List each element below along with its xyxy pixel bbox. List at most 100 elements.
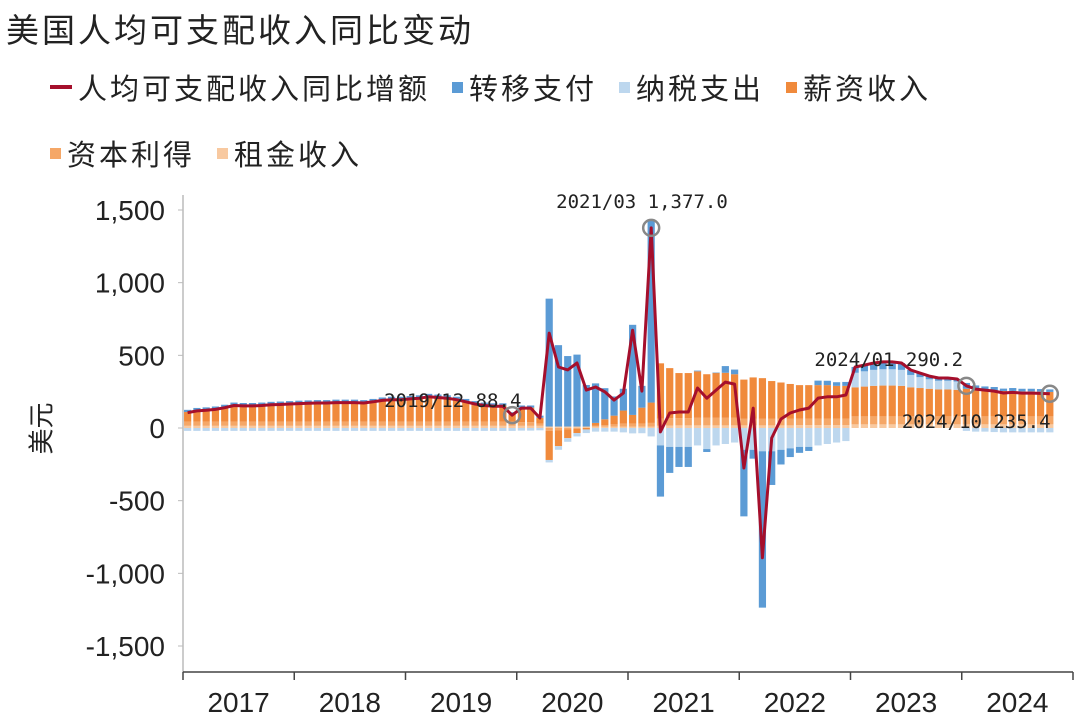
bar-capital xyxy=(480,421,488,426)
bar-wages xyxy=(786,383,794,419)
bar-tax xyxy=(276,428,284,431)
bar-rent xyxy=(768,425,776,428)
bar-capital xyxy=(350,421,359,426)
bar-tax xyxy=(202,428,210,431)
bar-tax xyxy=(629,428,637,434)
bar-capital xyxy=(545,428,553,431)
bar-wages xyxy=(406,398,414,422)
bar-wages xyxy=(360,402,368,422)
bar-tax xyxy=(1009,428,1017,433)
bar-tax xyxy=(619,428,627,433)
legend-swatch xyxy=(217,147,229,159)
bar-wages xyxy=(953,389,961,417)
bar-transfer xyxy=(202,407,210,410)
bar-rent xyxy=(221,425,229,428)
bar-transfer xyxy=(842,381,850,386)
bar-tax xyxy=(721,428,729,444)
bar-transfer xyxy=(248,403,257,406)
bar-capital xyxy=(406,421,414,426)
bar-transfer xyxy=(693,370,702,372)
bar-wages xyxy=(378,399,386,422)
bar-capital xyxy=(591,425,600,427)
bar-capital xyxy=(230,421,238,426)
bar-capital xyxy=(675,418,683,426)
bar-rent xyxy=(842,425,850,428)
bar-rent xyxy=(934,424,943,428)
bar-transfer xyxy=(582,384,590,427)
bar-transfer xyxy=(1027,388,1035,392)
bar-tax xyxy=(1036,428,1045,433)
bar-rent xyxy=(517,425,525,428)
bar-capital xyxy=(434,421,442,426)
bar-transfer xyxy=(656,445,665,497)
y-tick-label: -1,500 xyxy=(86,631,165,662)
bar-capital xyxy=(953,416,961,425)
bar-capital xyxy=(888,416,896,425)
bar-transfer xyxy=(462,398,470,402)
bar-capital xyxy=(536,423,544,426)
bar-capital xyxy=(527,422,535,426)
bar-rent xyxy=(378,425,386,428)
bar-capital xyxy=(452,421,461,426)
bar-capital xyxy=(286,421,294,426)
bar-transfer xyxy=(434,394,442,397)
bar-capital xyxy=(805,418,813,426)
bar-tax xyxy=(295,428,303,431)
bar-tax xyxy=(239,428,247,431)
bar-wages xyxy=(387,398,396,422)
bar-capital xyxy=(832,418,841,426)
bar-wages xyxy=(629,414,637,424)
bar-tax xyxy=(582,429,590,434)
bar-transfer xyxy=(638,385,646,408)
bar-capital xyxy=(758,418,767,426)
bar-tax xyxy=(480,428,488,431)
bar-capital xyxy=(360,421,368,426)
bar-rent xyxy=(415,425,424,428)
bar-tax xyxy=(981,428,989,432)
bar-wages xyxy=(517,407,525,423)
legend-item-tax: 纳税支出 xyxy=(619,66,764,108)
bar-transfer xyxy=(452,396,461,399)
bar-rent xyxy=(712,425,720,428)
bar-transfer xyxy=(768,451,776,485)
bar-transfer xyxy=(749,449,757,459)
bar-wages xyxy=(638,407,646,424)
bar-wages xyxy=(814,385,822,419)
bar-capital xyxy=(443,421,451,426)
bar-tax xyxy=(601,428,609,432)
bar-rent xyxy=(647,426,655,428)
bar-tax xyxy=(814,428,822,446)
bar-capital xyxy=(1009,416,1017,425)
bar-tax xyxy=(693,428,702,446)
bar-wages xyxy=(443,397,451,422)
bar-transfer xyxy=(267,401,275,405)
bar-capital xyxy=(795,418,804,426)
bar-transfer xyxy=(230,402,238,405)
legend-label: 转移支付 xyxy=(469,72,598,106)
bar-transfer xyxy=(304,400,312,403)
bar-capital xyxy=(693,417,702,426)
bar-capital xyxy=(981,416,989,425)
bar-rent xyxy=(286,425,294,428)
bar-wages xyxy=(888,385,896,417)
bar-wages xyxy=(795,385,804,419)
legend-label: 纳税支出 xyxy=(636,72,765,106)
bar-tax xyxy=(823,428,831,444)
bar-capital xyxy=(332,421,340,426)
bar-rent xyxy=(805,425,813,428)
bar-rent xyxy=(591,426,600,428)
bar-wages xyxy=(248,405,257,422)
y-tick-label: 0 xyxy=(149,413,165,444)
bar-transfer xyxy=(795,446,804,453)
bar-wages xyxy=(740,379,748,419)
bar-capital xyxy=(860,416,869,425)
bar-rent xyxy=(554,426,563,428)
bar-wages xyxy=(851,387,859,417)
bar-tax xyxy=(972,428,980,432)
bar-rent xyxy=(795,425,804,428)
bar-transfer xyxy=(193,407,201,411)
bar-tax xyxy=(860,371,869,387)
bar-transfer xyxy=(972,385,980,390)
bar-tax xyxy=(230,428,238,431)
bar-transfer xyxy=(619,388,627,411)
